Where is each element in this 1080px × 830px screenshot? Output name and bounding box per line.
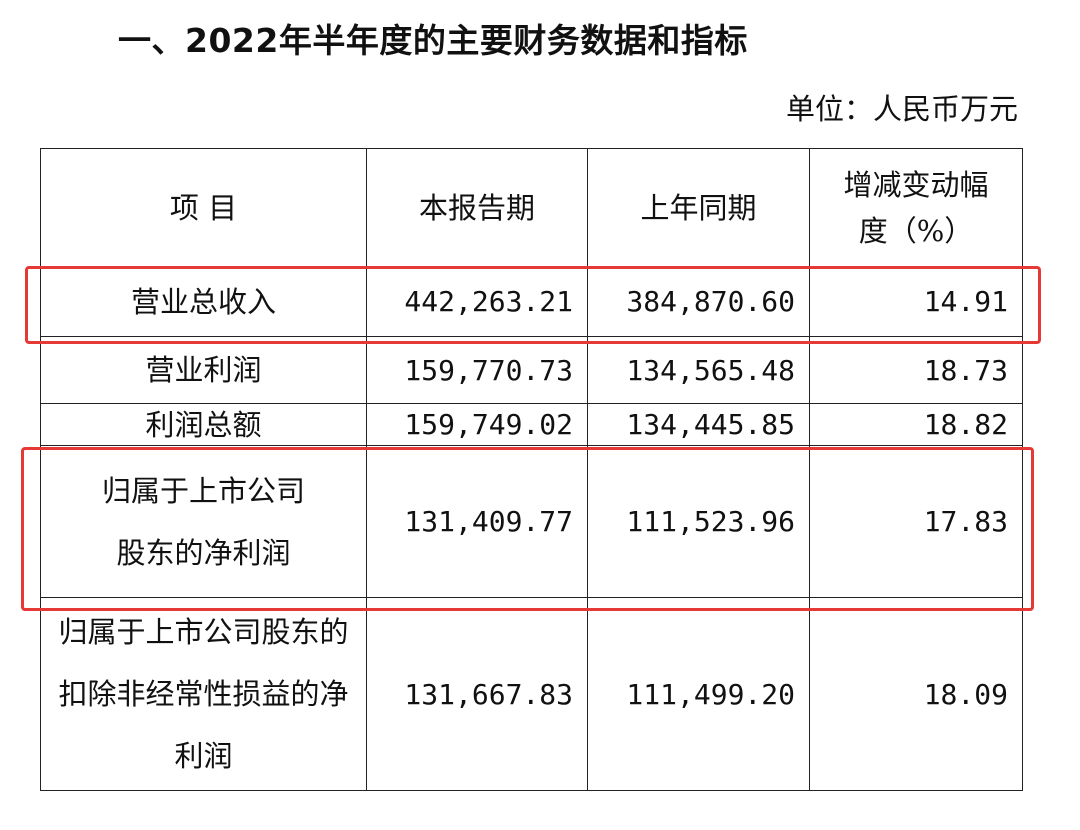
header-current-period: 本报告期: [366, 148, 588, 267]
row-prior-value: 111,499.20: [587, 597, 810, 791]
header-prior-period: 上年同期: [587, 148, 810, 267]
row-current-value: 159,749.02: [366, 403, 588, 446]
row-item-label: 归属于上市公司股东的扣除非经常性损益的净利润: [40, 597, 367, 791]
row-current-value: 159,770.73: [366, 336, 588, 404]
row-prior-value: 134,565.48: [587, 336, 810, 404]
table-row: 归属于上市公司股东的扣除非经常性损益的净利润 131,667.83 111,49…: [40, 597, 1023, 791]
row-change-value: 18.82: [809, 403, 1023, 446]
row-item-label: 营业总收入: [40, 266, 367, 337]
row-prior-value: 384,870.60: [587, 266, 810, 337]
section-heading: 一、2022年半年度的主要财务数据和指标: [118, 21, 748, 60]
row-item-label: 归属于上市公司股东的净利润: [40, 445, 367, 598]
row-current-value: 442,263.21: [366, 266, 588, 337]
table-row: 营业利润 159,770.73 134,565.48 18.73: [40, 336, 1023, 404]
unit-label: 单位：人民币万元: [785, 92, 1018, 126]
row-current-value: 131,667.83: [366, 597, 588, 791]
row-change-value: 18.09: [809, 597, 1023, 791]
table-header-row: 项 目 本报告期 上年同期 增减变动幅度（%）: [40, 148, 1023, 267]
row-prior-value: 111,523.96: [587, 445, 810, 598]
table-row: 营业总收入 442,263.21 384,870.60 14.91: [40, 266, 1023, 337]
header-item: 项 目: [40, 148, 367, 267]
financial-table: 项 目 本报告期 上年同期 增减变动幅度（%） 营业总收入 442,263.21…: [40, 148, 1023, 791]
row-change-value: 14.91: [809, 266, 1023, 337]
row-item-label: 营业利润: [40, 336, 367, 404]
row-prior-value: 134,445.85: [587, 403, 810, 446]
row-change-value: 18.73: [809, 336, 1023, 404]
header-change-pct: 增减变动幅度（%）: [809, 148, 1023, 267]
row-change-value: 17.83: [809, 445, 1023, 598]
row-item-label: 利润总额: [40, 403, 367, 446]
row-current-value: 131,409.77: [366, 445, 588, 598]
table-row: 归属于上市公司股东的净利润 131,409.77 111,523.96 17.8…: [40, 445, 1023, 598]
table-row: 利润总额 159,749.02 134,445.85 18.82: [40, 403, 1023, 446]
